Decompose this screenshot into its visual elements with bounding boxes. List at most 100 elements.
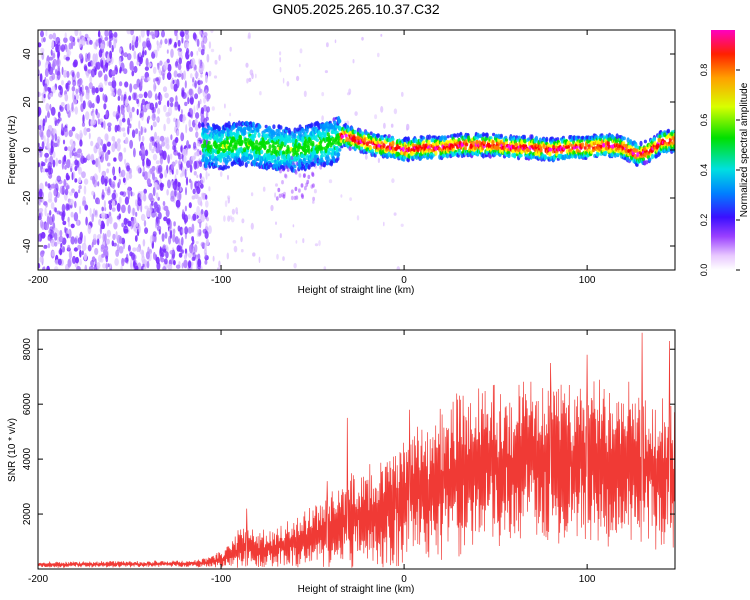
signal-tail [312,157,315,162]
noise-blob [52,151,56,159]
signal-cell [364,151,368,155]
noise-blob [67,216,70,223]
noise-blob [106,217,110,227]
noise-blob [50,49,53,56]
noise-blob [193,160,198,170]
signal-cell [672,140,675,146]
signal-cell [453,133,457,138]
noise-speck [279,57,282,63]
signal-cell [653,141,657,146]
signal-cell [221,132,225,139]
colorbar-tick-label: 0.2 [699,214,709,227]
noise-blob [171,169,174,175]
noise-blob [74,106,79,115]
noise-blob [81,250,84,256]
noise-blob [140,30,145,38]
signal-cell [492,132,496,137]
signal-cell [384,141,388,145]
noise-blob [38,124,42,131]
signal-cell [391,140,395,147]
noise-blob [149,197,155,203]
noise-blob [128,95,132,101]
signal-cell [228,157,232,162]
noise-blob [66,70,70,78]
noise-blob [158,164,163,173]
noise-blob [108,200,112,205]
noise-blob [139,249,144,255]
noise-blob [52,159,56,168]
noise-blob [118,178,121,186]
noise-blob [156,135,160,145]
noise-speck [323,266,327,270]
noise-blob [78,39,83,48]
signal-cell [335,130,339,134]
noise-blob [144,66,149,71]
noise-speck [274,192,276,198]
noise-blob [159,173,164,179]
noise-blob [74,191,79,199]
noise-blob [166,117,171,125]
signal-tail [298,173,302,178]
signal-cell [338,148,342,152]
noise-blob [101,206,104,212]
noise-speck [241,218,245,224]
noise-blob [50,145,54,154]
signal-tail [304,186,307,191]
signal-cell [616,152,620,156]
noise-blob [130,190,133,197]
noise-blob [102,65,106,73]
noise-blob [46,141,49,149]
signal-tail [286,167,290,172]
noise-blob [111,79,117,89]
noise-blob [152,146,157,151]
noise-blob [174,106,178,111]
noise-blob [95,174,99,181]
noise-blob [64,127,69,138]
signal-cell [636,152,640,158]
noise-blob [83,252,87,261]
noise-blob [166,58,170,64]
noise-blob [91,102,95,109]
noise-blob [154,131,157,140]
noise-blob [162,248,167,254]
noise-speck [276,253,279,260]
noise-blob [194,71,199,78]
noise-blob [129,43,132,51]
signal-tail [312,196,315,202]
noise-blob [66,184,70,190]
noise-blob [199,150,202,155]
noise-blob [178,57,182,65]
signal-cell [504,138,508,142]
noise-blob [207,225,212,235]
noise-blob [49,226,54,232]
noise-blob [97,198,100,205]
signal-cell [548,151,552,157]
noise-blob [77,166,81,171]
signal-cell [622,149,626,155]
noise-blob [92,53,96,63]
noise-blob [183,259,188,269]
noise-blob [105,186,107,192]
noise-blob [192,78,195,83]
noise-blob [103,249,106,256]
signal-cell [315,138,319,143]
signal-cell [272,124,276,129]
noise-speck [383,122,386,129]
noise-blob [87,224,92,235]
noise-blob [52,32,57,40]
noise-speck [206,217,210,222]
noise-blob [180,109,183,115]
noise-blob [128,173,133,179]
signal-cell [648,157,652,162]
noise-blob [208,41,212,49]
noise-blob [108,81,112,86]
signal-tail [292,160,295,166]
noise-speck [200,41,204,46]
noise-blob [121,118,126,123]
noise-speck [286,81,290,87]
noise-blob [159,135,165,142]
noise-blob [61,123,64,131]
noise-blob [152,121,157,128]
noise-speck [324,70,328,74]
noise-blob [58,159,62,164]
